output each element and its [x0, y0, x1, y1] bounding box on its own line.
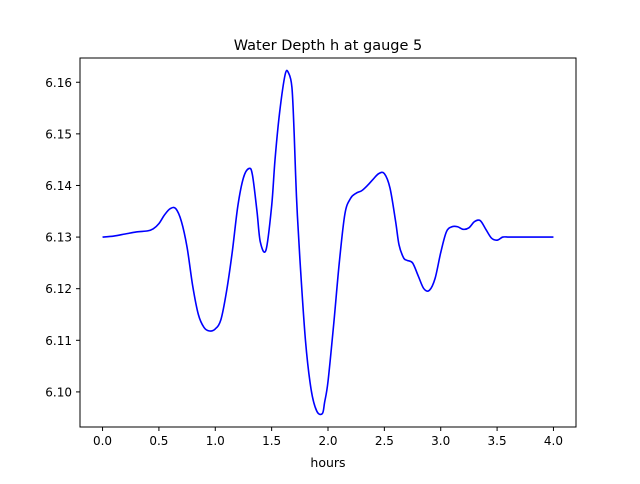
x-tick-label: 3.0 — [431, 434, 450, 448]
y-tick-label: 6.13 — [45, 231, 72, 245]
y-tick-label: 6.12 — [45, 282, 72, 296]
series-line — [102, 69, 554, 416]
plot-area — [80, 58, 576, 427]
y-tick-label: 6.11 — [45, 334, 72, 348]
y-tick-label: 6.14 — [45, 179, 72, 193]
x-axis-label: hours — [310, 455, 345, 470]
y-axis: 6.10 6.11 6.12 6.13 6.14 6.15 6.16 — [45, 76, 80, 399]
y-tick-label: 6.16 — [45, 76, 72, 90]
x-tick-label: 4.0 — [544, 434, 563, 448]
x-tick-label: 1.0 — [206, 434, 225, 448]
series-layer — [102, 69, 554, 416]
x-tick-label: 2.5 — [375, 434, 394, 448]
y-tick-label: 6.15 — [45, 127, 72, 141]
chart-title: Water Depth h at gauge 5 — [234, 38, 422, 54]
x-axis: 0.0 0.5 1.0 1.5 2.0 2.5 3.0 3.5 4.0 — [93, 427, 563, 448]
y-tick-label: 6.10 — [45, 385, 72, 399]
x-tick-label: 1.5 — [262, 434, 281, 448]
x-tick-label: 3.5 — [488, 434, 507, 448]
x-tick-label: 2.0 — [318, 434, 337, 448]
x-tick-label: 0.5 — [149, 434, 168, 448]
x-tick-label: 0.0 — [93, 434, 112, 448]
